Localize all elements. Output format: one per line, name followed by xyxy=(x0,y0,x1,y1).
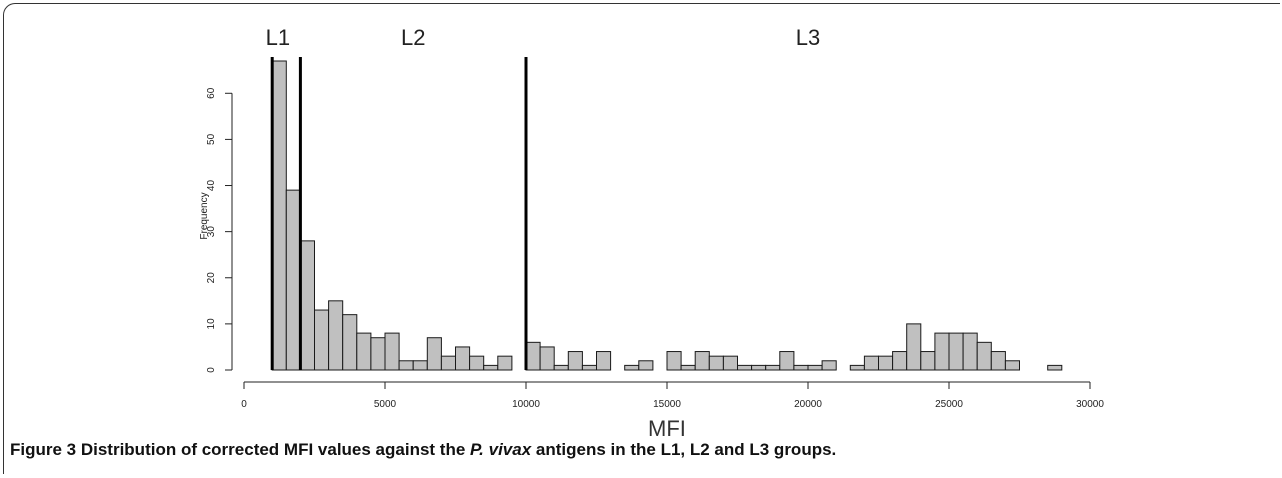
histogram-bar xyxy=(1004,360,1021,371)
caption-text-after: antigens in the L1, L2 and L3 groups. xyxy=(531,440,837,459)
histogram-chart: 0 5000 10000 15000 20000 25000 30000 0 10 20 30 40 5… xyxy=(199,25,1104,440)
x-tick-label: 30000 xyxy=(1076,399,1104,410)
y-tick-label: 30 xyxy=(206,226,217,238)
histogram-bar xyxy=(539,346,555,371)
y-tick-label: 10 xyxy=(206,318,217,330)
histogram-bar xyxy=(737,364,753,371)
histogram-bar xyxy=(469,355,485,371)
histogram-bar xyxy=(314,309,330,371)
histogram-bar xyxy=(807,364,823,371)
histogram-bar xyxy=(285,189,301,371)
histogram-bar xyxy=(793,364,809,371)
x-tick-label: 15000 xyxy=(653,399,681,410)
histogram-bar xyxy=(722,355,739,371)
histogram-bar xyxy=(976,341,992,371)
histogram-bar xyxy=(370,337,386,371)
caption-species: P. vivax xyxy=(470,440,532,459)
histogram-bar xyxy=(342,314,358,371)
histogram-bar xyxy=(878,355,894,371)
histogram-bar xyxy=(553,364,569,371)
y-tick-label: 60 xyxy=(206,87,217,99)
histogram-bar xyxy=(412,360,428,371)
histogram-bar xyxy=(581,364,598,371)
histogram-bar xyxy=(426,337,442,371)
y-tick-label: 0 xyxy=(206,367,217,373)
histogram-bar xyxy=(990,351,1006,371)
histogram-bar xyxy=(934,332,950,371)
x-tick-label: 0 xyxy=(241,399,247,410)
histogram-bar xyxy=(624,364,640,371)
histogram-bar xyxy=(483,364,499,371)
group-label: L1 xyxy=(266,25,290,50)
x-axis-label: MFI xyxy=(648,416,686,440)
x-tick-label: 25000 xyxy=(935,399,963,410)
histogram-bar xyxy=(299,240,315,371)
histogram-bar xyxy=(455,346,471,371)
histogram-bar xyxy=(356,332,372,371)
y-tick-label: 40 xyxy=(206,180,217,192)
histogram-bar xyxy=(906,323,922,371)
histogram-bar xyxy=(525,341,541,371)
histogram-bar xyxy=(948,332,964,371)
histogram-bar xyxy=(1047,364,1063,371)
figure-caption: Figure 3 Distribution of corrected MFI v… xyxy=(10,440,836,460)
histogram-bar xyxy=(863,355,880,371)
caption-text-before: Distribution of corrected MFI values aga… xyxy=(76,440,471,459)
histogram-bar xyxy=(821,360,837,371)
histogram-bar xyxy=(892,351,908,371)
histogram-bar xyxy=(849,364,865,371)
group-label: L3 xyxy=(796,25,820,50)
histogram-bar xyxy=(751,364,767,371)
histogram-bar xyxy=(398,360,414,371)
histogram-bar xyxy=(694,351,710,371)
caption-label: Figure 3 xyxy=(10,440,77,459)
x-tick-label: 20000 xyxy=(794,399,822,410)
histogram-bar xyxy=(271,60,287,371)
histogram-bar xyxy=(384,332,400,371)
y-tick-label: 50 xyxy=(206,133,217,145)
histogram-bar xyxy=(962,332,978,371)
histogram-bar xyxy=(920,351,936,371)
histogram-bar xyxy=(567,351,583,371)
x-tick-label: 10000 xyxy=(512,399,540,410)
histogram-bar xyxy=(328,300,344,371)
y-tick-label: 20 xyxy=(206,272,217,284)
group-label: L2 xyxy=(401,25,425,50)
histogram-bar xyxy=(440,355,456,371)
x-tick-label: 5000 xyxy=(374,399,397,410)
histogram-bar xyxy=(596,351,612,371)
histogram-bar xyxy=(638,360,654,371)
histogram-bar xyxy=(779,351,795,371)
histogram-bar xyxy=(765,364,781,371)
histogram-bar xyxy=(708,355,724,371)
figure-frame xyxy=(3,3,1280,474)
histogram-bar xyxy=(680,364,696,371)
y-axis-label: Frequency xyxy=(199,192,210,239)
histogram-bar xyxy=(666,351,682,371)
histogram-bar xyxy=(497,355,513,371)
